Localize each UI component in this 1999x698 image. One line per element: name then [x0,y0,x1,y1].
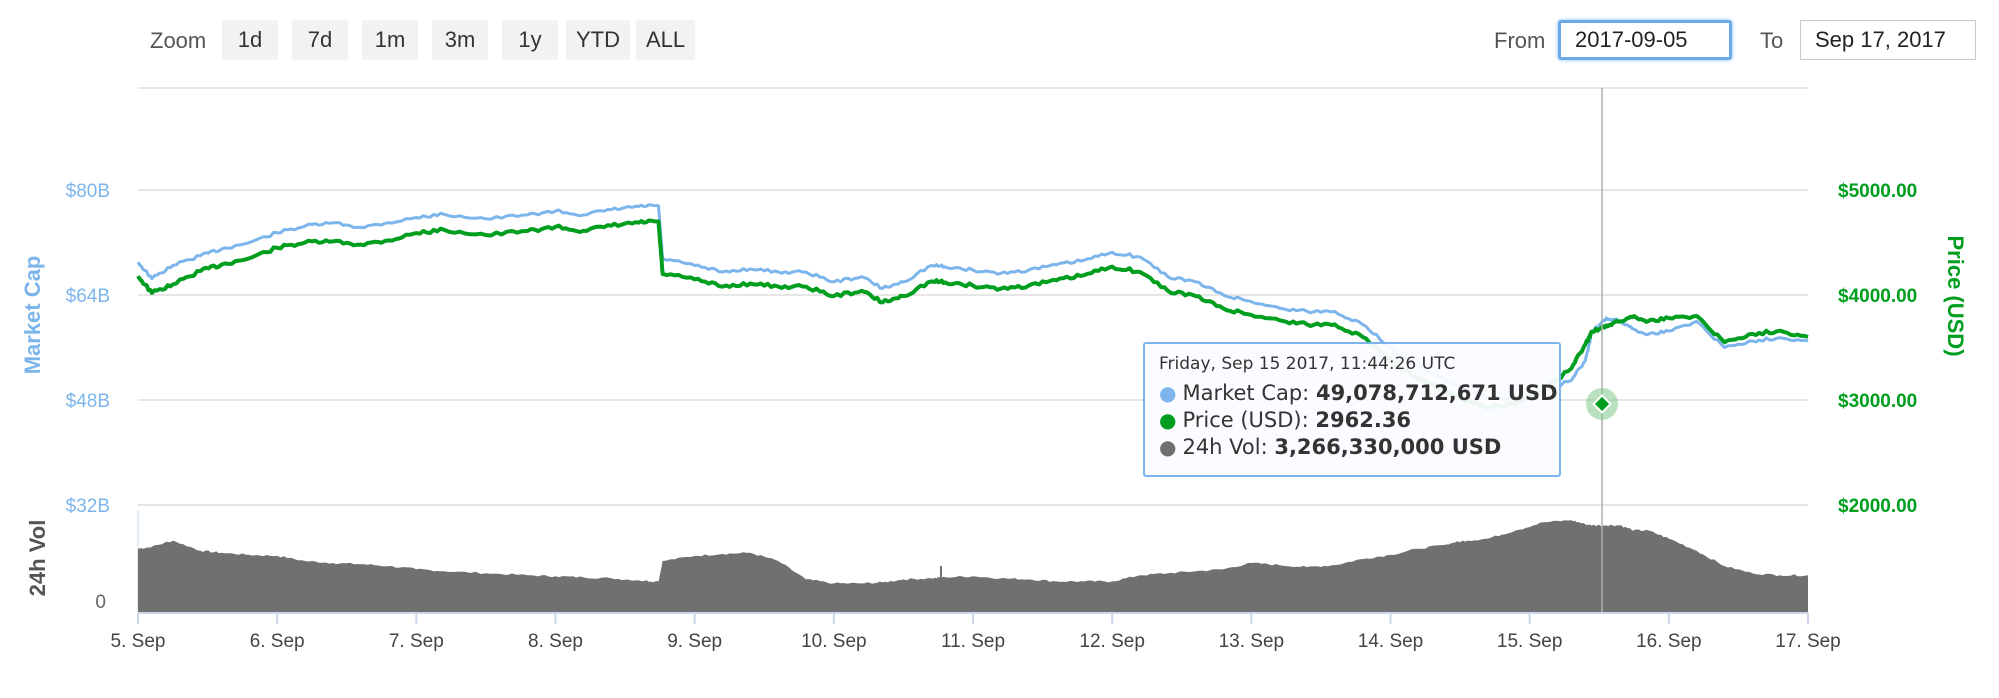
market-cap-axis: Market Cap $32B $48B $64B $80B [20,181,110,517]
market-cap-tick-label: $64B [66,286,110,307]
tooltip-row-market-cap: ● Market Cap: 49,078,712,671 USD [1159,380,1558,407]
x-tick-label: 10. Sep [801,631,867,652]
market-cap-line [136,203,1809,402]
data-tooltip: Friday, Sep 15 2017, 11:44:26 UTC ● Marke… [1143,342,1561,477]
x-tick-label: 6. Sep [250,631,305,652]
tooltip-label: 24h Vol: [1182,435,1268,459]
tooltip-label: Price (USD): [1182,408,1309,432]
market-cap-tick-label: $80B [66,181,110,202]
zoom-1d-button[interactable]: 1d [222,20,278,60]
x-tick-label: 11. Sep [941,631,1005,652]
tooltip-row-volume: ● 24h Vol: 3,266,330,000 USD [1159,434,1545,461]
x-tick-label: 12. Sep [1079,631,1145,652]
x-tick-label: 5. Sep [111,631,166,652]
zoom-3m-button[interactable]: 3m [432,20,488,60]
x-tick-label: 16. Sep [1636,631,1702,652]
market-cap-tick-label: $32B [66,496,110,517]
price-dot-icon: ● [1159,408,1177,432]
tooltip-value: 49,078,712,671 USD [1315,381,1558,405]
price-tick-label: $2000.00 [1838,496,1917,517]
volume-area [138,520,1808,612]
price-tick-label: $4000.00 [1838,286,1917,307]
market-cap-dot-icon: ● [1159,381,1177,405]
price-hover-marker [1592,394,1612,414]
to-label: To [1760,28,1784,53]
volume-axis: 24h Vol 0 [25,520,106,613]
price-tick-label: $5000.00 [1838,181,1917,202]
tooltip-value: 3,266,330,000 USD [1274,435,1502,459]
tooltip-value: 2962.36 [1315,408,1412,432]
zoom-ytd-button[interactable]: YTD [566,20,630,60]
price-tick-label: $3000.00 [1838,391,1917,412]
price-axis-title: Price (USD) [1943,235,1968,356]
x-tick-label: 17. Sep [1775,631,1841,652]
price-axis: Price (USD) $2000.00 $3000.00 $4000.00 $500… [1838,181,1968,517]
zoom-7d-button[interactable]: 7d [292,20,348,60]
x-axis: 5. Sep 6. Sep 7. Sep 8. Sep 9. Sep 10. Sep 11.… [111,612,1841,652]
to-date-input[interactable] [1800,20,1976,60]
market-cap-axis-title: Market Cap [20,256,45,375]
volume-dot-icon: ● [1159,435,1177,459]
volume-axis-title: 24h Vol [25,520,50,597]
from-label: From [1494,28,1546,53]
x-tick-label: 7. Sep [389,631,444,652]
volume-series [138,520,1808,612]
from-date-input[interactable] [1558,20,1732,60]
x-tick-label: 13. Sep [1219,631,1285,652]
crosshair [1586,88,1619,612]
tooltip-row-price: ● Price (USD): 2962.36 [1159,407,1545,434]
market-cap-tick-label: $48B [66,391,110,412]
zoom-label: Zoom [150,28,207,53]
tooltip-timestamp: Friday, Sep 15 2017, 11:44:26 UTC [1159,354,1456,374]
tooltip-label: Market Cap: [1182,381,1310,405]
x-tick-label: 14. Sep [1358,631,1424,652]
zoom-all-button[interactable]: ALL [636,20,696,60]
x-tick-label: 8. Sep [528,631,583,652]
zoom-1y-button[interactable]: 1y [502,20,558,60]
x-tick-label: 9. Sep [667,631,722,652]
volume-tick-label: 0 [95,592,106,613]
x-tick-label: 15. Sep [1497,631,1563,652]
line-series [136,203,1809,411]
zoom-1m-button[interactable]: 1m [362,20,418,60]
price-line [136,218,1809,411]
